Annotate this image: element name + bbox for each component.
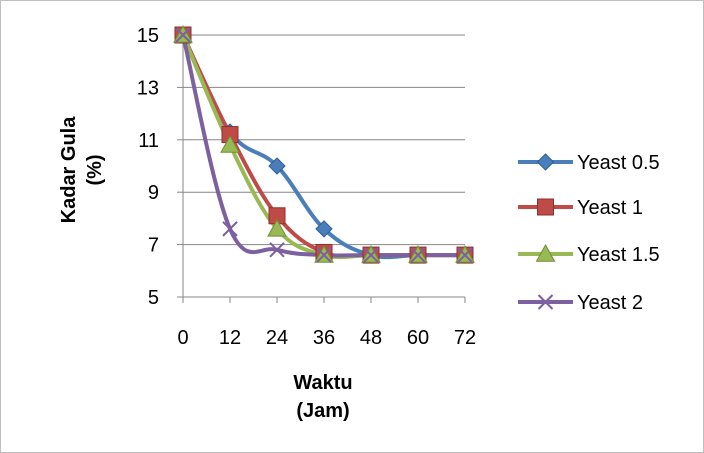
y-tick-labels: 5 7 9 11 13 15 — [137, 25, 159, 309]
data-point-series-4 — [410, 247, 426, 263]
axes — [177, 34, 466, 303]
legend-marker — [535, 243, 556, 262]
x-axis-title-line-1: Waktu — [293, 372, 352, 394]
y-tick-label: 15 — [137, 25, 159, 47]
x-tick-labels: 0 12 24 36 48 60 72 — [177, 327, 476, 349]
legend-item: Yeast 2 — [518, 292, 643, 314]
data-point-series-4 — [363, 247, 379, 263]
data-point-series-3 — [220, 135, 240, 153]
x-tick-label: 0 — [177, 327, 188, 349]
legend-item: Yeast 1.5 — [518, 243, 660, 266]
legend-marker — [537, 294, 554, 310]
y-tick-label: 13 — [137, 77, 159, 99]
series-markers — [173, 24, 475, 264]
legend-label: Yeast 2 — [577, 292, 643, 314]
x-tick-label: 72 — [454, 327, 476, 349]
data-point-series-3 — [267, 218, 287, 237]
x-tick-label: 60 — [407, 327, 429, 349]
legend-item: Yeast 0.5 — [518, 152, 660, 174]
y-tick-label: 9 — [148, 182, 159, 204]
x-tick-label: 48 — [360, 327, 382, 349]
legend-label: Yeast 1.5 — [577, 244, 660, 266]
x-tick-label: 24 — [266, 327, 288, 349]
legend-label: Yeast 1 — [577, 197, 643, 219]
data-point-series-4 — [222, 221, 238, 237]
x-tick-label: 12 — [219, 327, 241, 349]
data-point-series-4 — [316, 247, 332, 263]
data-point-series-4 — [457, 247, 473, 263]
legend-item: Yeast 1 — [518, 197, 643, 219]
legend-label: Yeast 0.5 — [577, 152, 660, 174]
y-axis-title-line-2: (%) — [84, 154, 106, 185]
data-point-series-4 — [269, 242, 285, 258]
legend: Yeast 0.5 Yeast 1 Yeast 1.5 Yeast 2 — [518, 152, 660, 314]
data-point-series-4 — [175, 27, 191, 43]
legend-marker — [537, 198, 554, 216]
legend-marker — [536, 153, 555, 171]
y-tick-label: 7 — [148, 235, 159, 257]
data-point-series-1 — [315, 220, 333, 238]
data-point-series-1 — [268, 157, 286, 175]
y-axis-title-line-1: Kadar Gula — [58, 116, 80, 224]
x-axis-title-line-2: (Jam) — [296, 400, 349, 422]
y-tick-label: 5 — [148, 287, 159, 309]
x-tick-label: 36 — [313, 327, 335, 349]
y-tick-label: 11 — [138, 130, 159, 152]
